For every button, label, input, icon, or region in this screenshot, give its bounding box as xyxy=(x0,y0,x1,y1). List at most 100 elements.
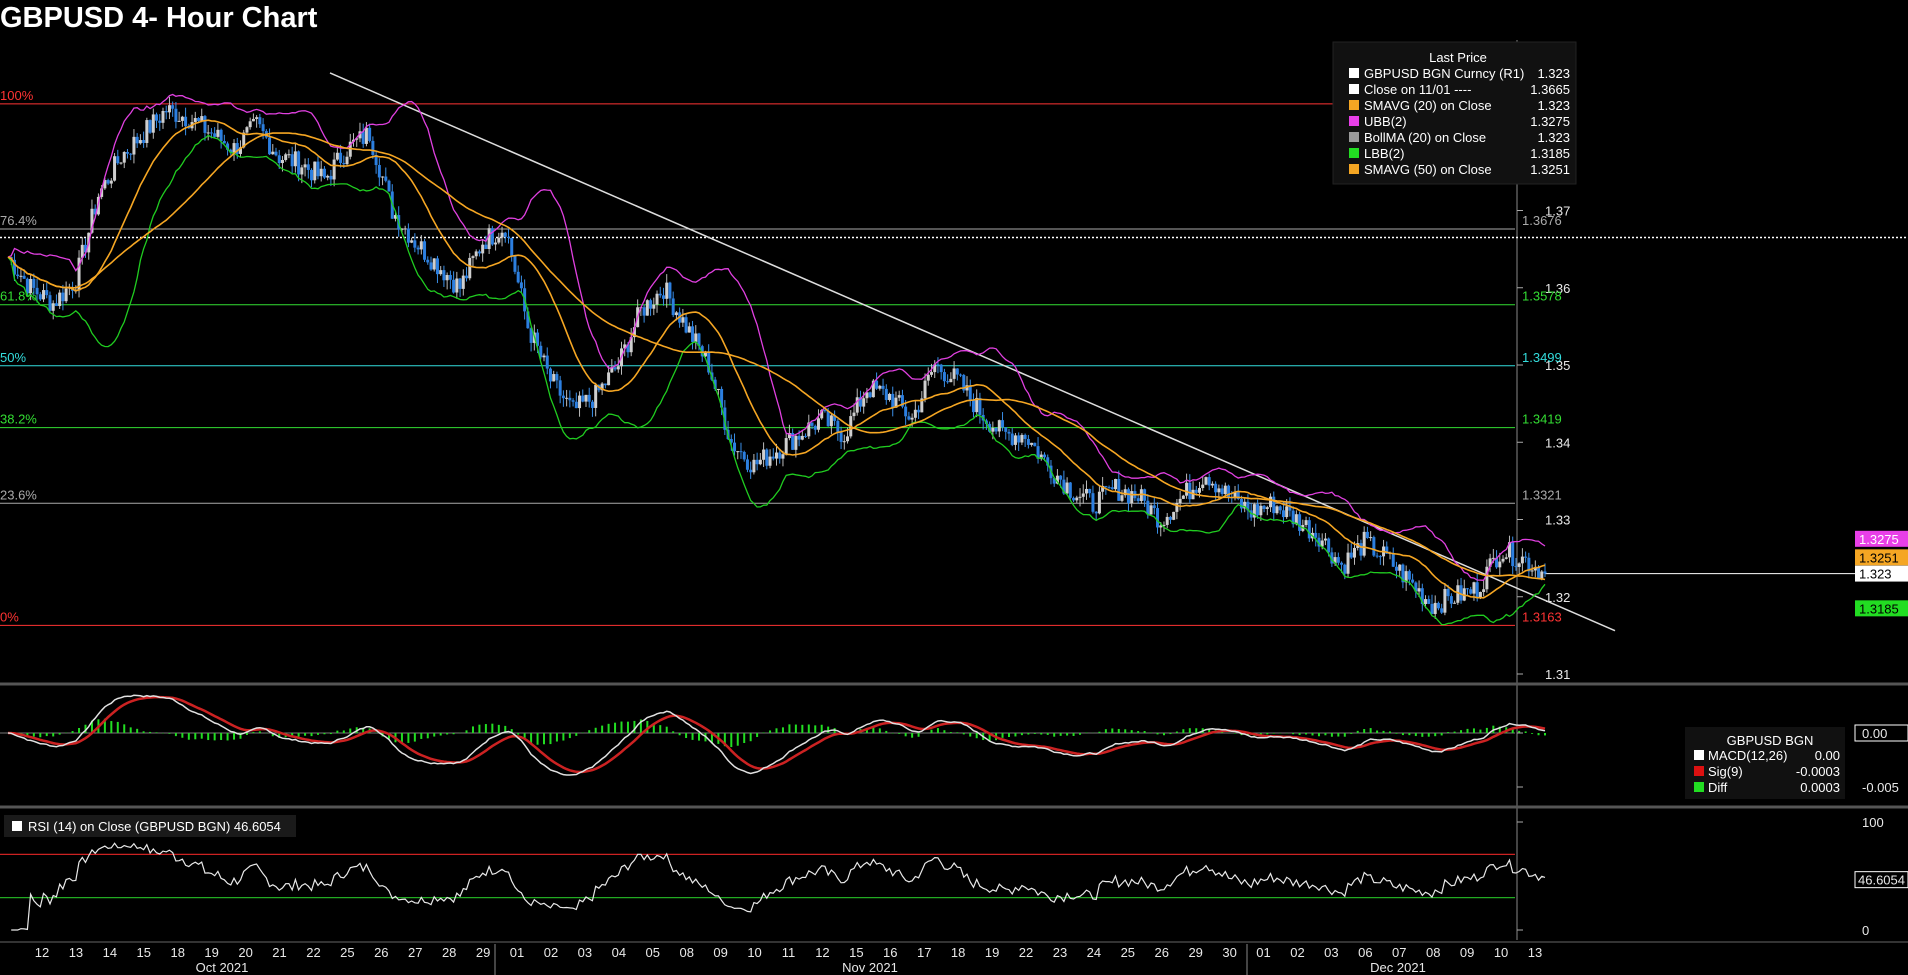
candle-body xyxy=(852,412,856,417)
candle-body xyxy=(829,415,833,427)
candle-body xyxy=(138,140,142,144)
date-tick-label: 10 xyxy=(747,945,761,960)
legend-swatch xyxy=(1694,750,1704,760)
candle-body xyxy=(242,132,246,148)
candle-body xyxy=(64,288,68,302)
macd-tick-label: 0.00 xyxy=(1862,726,1887,741)
candle-body xyxy=(1239,498,1243,509)
fib-pct-label: 100% xyxy=(0,88,34,103)
candle-body xyxy=(629,337,633,353)
candle-body xyxy=(791,433,795,450)
candle-body xyxy=(22,275,26,279)
fib-value-label: 1.3163 xyxy=(1522,609,1562,624)
candle-body xyxy=(1097,491,1101,514)
candle-body xyxy=(587,394,591,402)
candle-body xyxy=(1478,591,1482,599)
candle-body xyxy=(316,161,320,177)
candle-body xyxy=(1039,454,1043,459)
candle-body xyxy=(1181,495,1185,499)
candle-body xyxy=(707,351,711,373)
candle-body xyxy=(862,398,866,407)
candle-body xyxy=(474,251,478,257)
candle-body xyxy=(888,393,892,400)
candle-body xyxy=(965,385,969,391)
candle-body xyxy=(377,165,381,178)
candle-body xyxy=(274,151,278,156)
candle-body xyxy=(235,143,239,154)
candle-body xyxy=(1323,538,1327,541)
date-tick-label: 02 xyxy=(1290,945,1304,960)
candle-body xyxy=(19,275,23,277)
candle-body xyxy=(497,237,501,243)
main-legend-header: Last Price xyxy=(1429,50,1487,65)
candle-body xyxy=(952,368,956,379)
candle-body xyxy=(193,118,197,123)
candle-body xyxy=(490,228,494,245)
date-tick-label: 05 xyxy=(646,945,660,960)
candle-body xyxy=(122,152,126,163)
candle-body xyxy=(142,140,146,143)
candle-body xyxy=(332,159,336,180)
candle-body xyxy=(1252,504,1256,518)
sma50-line xyxy=(7,132,1546,581)
date-tick-label: 21 xyxy=(272,945,286,960)
candle-body xyxy=(1136,498,1140,501)
candle-body xyxy=(277,155,281,164)
candle-body xyxy=(713,379,717,389)
candle-body xyxy=(12,259,16,275)
candle-body xyxy=(61,292,65,302)
candle-body xyxy=(387,180,391,192)
legend-swatch xyxy=(1349,164,1359,174)
candle-body xyxy=(691,326,695,342)
fib-value-label: 1.3578 xyxy=(1522,289,1562,304)
candle-body xyxy=(1520,556,1524,564)
candle-body xyxy=(797,435,801,440)
candle-body xyxy=(271,151,275,155)
candle-body xyxy=(293,151,297,167)
candle-body xyxy=(303,164,307,168)
candle-body xyxy=(661,295,665,299)
legend-series-value: 1.3665 xyxy=(1530,82,1570,97)
fib-pct-label: 0% xyxy=(0,609,19,624)
candle-body xyxy=(1223,485,1227,495)
date-tick-label: 14 xyxy=(103,945,117,960)
candle-body xyxy=(762,449,766,460)
candle-body xyxy=(810,422,814,426)
candle-body xyxy=(384,176,388,181)
candle-body xyxy=(1262,505,1266,509)
candle-body xyxy=(1430,603,1434,614)
date-tick-label: 17 xyxy=(917,945,931,960)
candle-body xyxy=(445,275,449,281)
candle-body xyxy=(1514,566,1518,568)
candle-body xyxy=(926,374,930,381)
price-tick-label: 1.32 xyxy=(1545,590,1570,605)
candle-body xyxy=(955,368,959,375)
candle-body xyxy=(1343,564,1347,574)
candle-body xyxy=(565,397,569,399)
candle-body xyxy=(1456,585,1460,603)
candle-body xyxy=(284,154,288,160)
candle-body xyxy=(1026,438,1030,445)
candle-body xyxy=(1369,537,1373,539)
candle-body xyxy=(42,290,46,300)
candle-body xyxy=(1294,514,1298,525)
candle-body xyxy=(1168,516,1172,520)
macd-line xyxy=(7,694,1546,776)
candle-body xyxy=(245,127,249,133)
candle-body xyxy=(1501,558,1505,562)
candle-body xyxy=(668,282,672,299)
candle-body xyxy=(1304,520,1308,525)
candle-body xyxy=(29,278,33,294)
candle-body xyxy=(155,114,159,121)
candle-body xyxy=(1081,493,1085,497)
candle-body xyxy=(674,312,678,316)
rsi-value-badge xyxy=(1854,871,1908,889)
candle-body xyxy=(991,428,995,432)
candle-body xyxy=(781,454,785,459)
candle-body xyxy=(1236,491,1240,499)
date-tick-label: 30 xyxy=(1222,945,1236,960)
candle-body xyxy=(807,422,811,437)
candle-body xyxy=(1372,537,1376,556)
macd-legend-box xyxy=(1685,727,1845,799)
